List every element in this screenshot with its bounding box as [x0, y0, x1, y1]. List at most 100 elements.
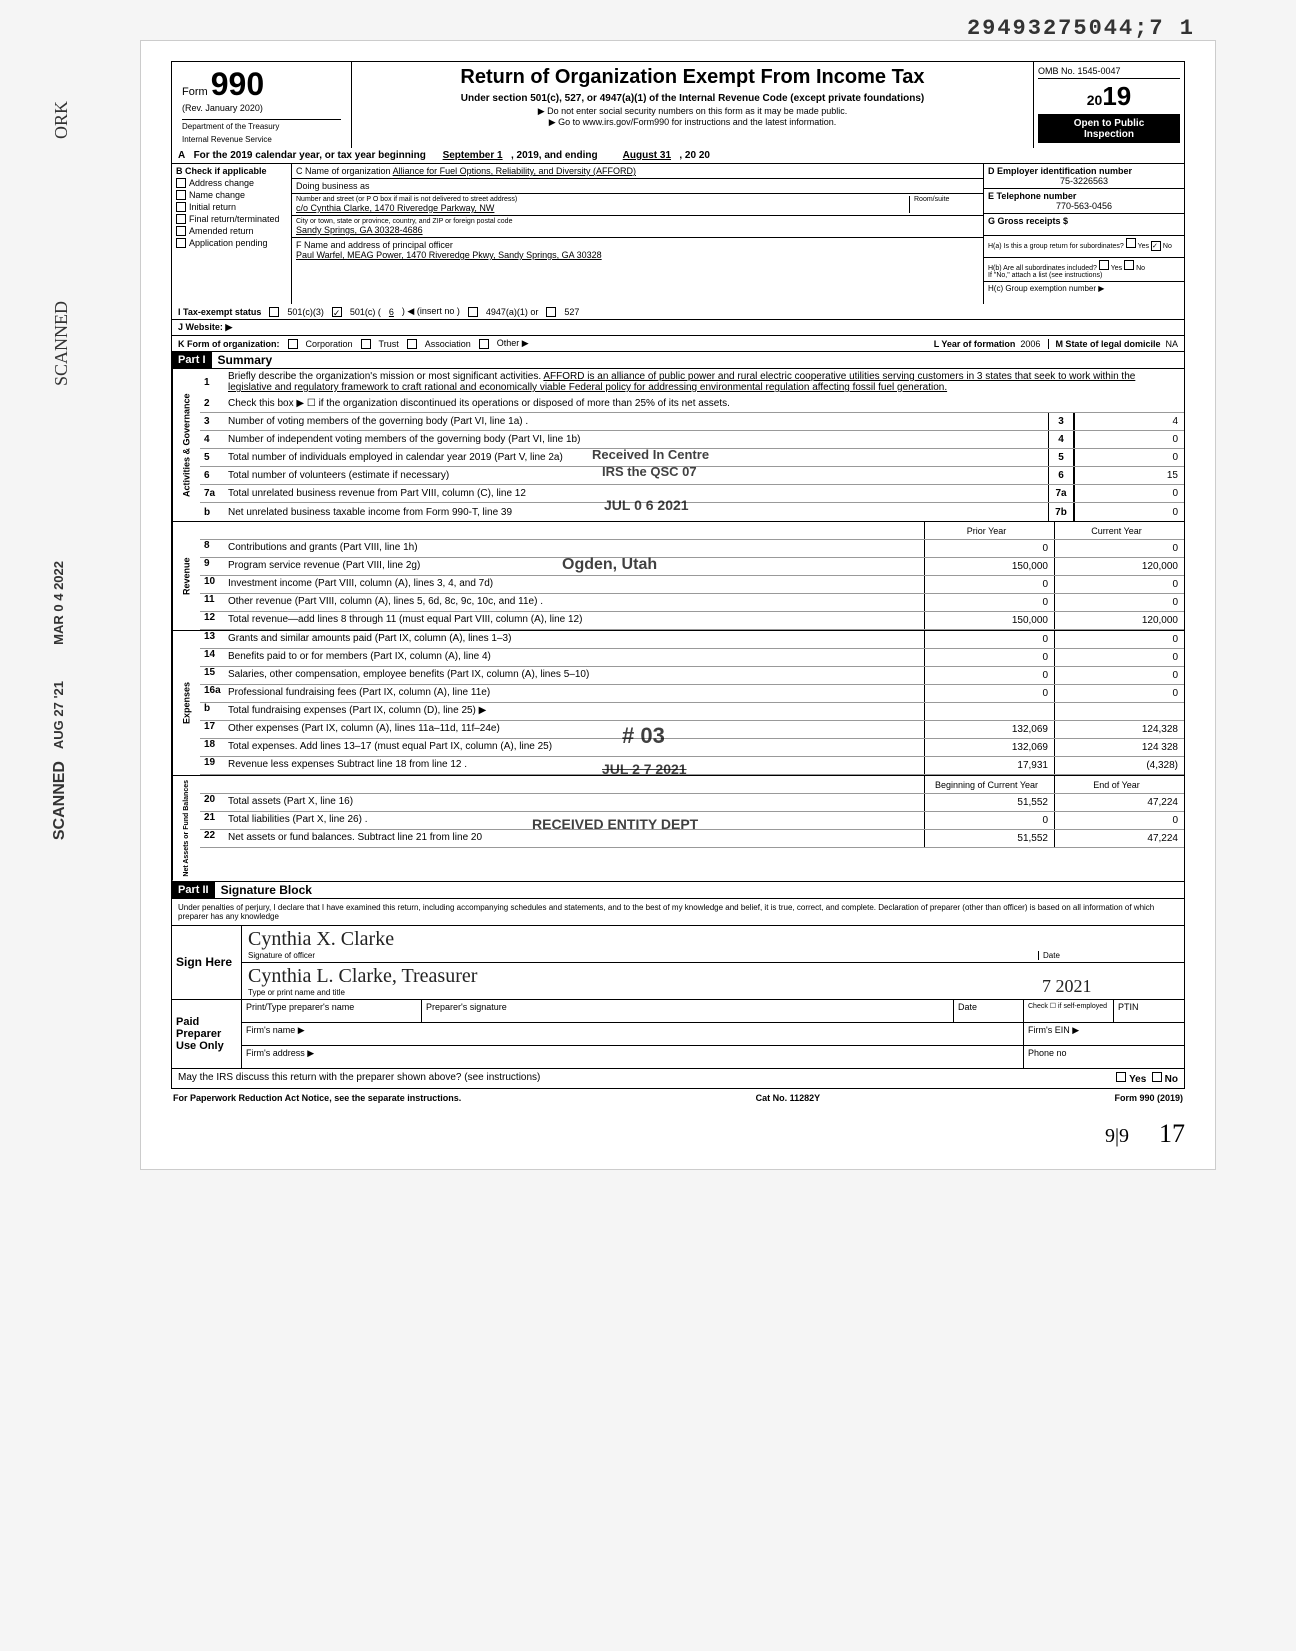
summary-line: 18Total expenses. Add lines 13–17 (must … — [200, 739, 1184, 757]
line-box: 7a — [1048, 485, 1074, 502]
dept-line: Department of the Treasury — [182, 119, 341, 131]
part2-tag: Part II — [172, 882, 215, 898]
line-num: 3 — [200, 416, 224, 427]
form-prefix: Form — [182, 86, 208, 98]
row-J-label: J Website: ▶ — [178, 322, 232, 333]
firm-ein-label: Firm's EIN ▶ — [1024, 1023, 1184, 1045]
chk-assoc[interactable] — [407, 339, 417, 349]
chk-501c[interactable]: ✓ — [332, 307, 342, 317]
discuss-no: No — [1165, 1074, 1178, 1085]
summary-line: 10Investment income (Part VIII, column (… — [200, 576, 1184, 594]
footer-right: Form 990 (2019) — [1114, 1093, 1183, 1103]
signature-block: Under penalties of perjury, I declare th… — [171, 899, 1185, 1089]
line-desc: Total assets (Part X, line 16) — [224, 794, 924, 811]
org-name: Alliance for Fuel Options, Reliability, … — [393, 166, 636, 176]
summary-line: 15Salaries, other compensation, employee… — [200, 667, 1184, 685]
hb-yes-chk[interactable] — [1099, 260, 1109, 270]
line-num: 21 — [200, 812, 224, 829]
line-num: 8 — [200, 540, 224, 557]
line-num: b — [200, 703, 224, 720]
prior-value: 0 — [924, 540, 1054, 557]
ha-no-chk[interactable]: ✓ — [1151, 241, 1161, 251]
chk-name-change[interactable]: Name change — [176, 190, 287, 200]
line-num: b — [200, 507, 224, 518]
summary-line: 22Net assets or fund balances. Subtract … — [200, 830, 1184, 848]
prior-value — [924, 703, 1054, 720]
d-label: D Employer identification number — [988, 166, 1132, 176]
line-desc: Number of independent voting members of … — [224, 432, 1048, 447]
chk-527[interactable] — [546, 307, 556, 317]
chk-501c3[interactable] — [269, 307, 279, 317]
prep-name-label: Print/Type preparer's name — [242, 1000, 422, 1022]
instr-1: ▶ Do not enter social security numbers o… — [358, 106, 1027, 117]
line-num: 14 — [200, 649, 224, 666]
501c-suffix: ) ◀ (insert no ) — [402, 306, 460, 317]
hb-no: No — [1136, 265, 1145, 272]
prior-value: 150,000 — [924, 612, 1054, 629]
current-value: (4,328) — [1054, 757, 1184, 774]
prior-value: 0 — [924, 685, 1054, 702]
hc-label: H(c) Group exemption number ▶ — [984, 282, 1184, 304]
line-desc: Net unrelated business taxable income fr… — [224, 505, 1048, 520]
chk-application-pending[interactable]: Application pending — [176, 238, 287, 248]
sig-label: Signature of officer — [248, 951, 315, 960]
current-value: 0 — [1054, 649, 1184, 666]
col-C: C Name of organization Alliance for Fuel… — [292, 164, 984, 304]
doc-stamp-number: 29493275044;7 1 — [967, 16, 1195, 41]
chk-other[interactable] — [479, 339, 489, 349]
margin-note: ORK — [51, 101, 72, 139]
ha-no: No — [1163, 243, 1172, 250]
chk-trust[interactable] — [361, 339, 371, 349]
part1-header-row: Part I Summary — [171, 352, 1185, 369]
chk-final-return[interactable]: Final return/terminated — [176, 214, 287, 224]
form-title: Return of Organization Exempt From Incom… — [358, 66, 1027, 89]
line-num: 16a — [200, 685, 224, 702]
summary-line: 3Number of voting members of the governi… — [200, 413, 1184, 431]
hb-no-chk[interactable] — [1124, 260, 1134, 270]
chk-label: Application pending — [189, 238, 268, 248]
summary-line: 8Contributions and grants (Part VIII, li… — [200, 540, 1184, 558]
chk-4947[interactable] — [468, 307, 478, 317]
summary-line: 19Revenue less expenses Subtract line 18… — [200, 757, 1184, 775]
summary-line: 17Other expenses (Part IX, column (A), l… — [200, 721, 1184, 739]
summary-line: 20Total assets (Part X, line 16)51,55247… — [200, 794, 1184, 812]
summary-line: 16aProfessional fundraising fees (Part I… — [200, 685, 1184, 703]
current-value: 0 — [1054, 540, 1184, 557]
c-label: C Name of organization — [296, 166, 391, 176]
omb-number: OMB No. 1545-0047 — [1038, 66, 1180, 79]
row-K: K Form of organization: Corporation Trus… — [171, 336, 1185, 352]
chk-address-change[interactable]: Address change — [176, 178, 287, 188]
opt-501c3: 501(c)(3) — [287, 307, 324, 317]
sidebar-governance: Activities & Governance — [172, 369, 200, 521]
prior-value: 0 — [924, 649, 1054, 666]
ha-yes-chk[interactable] — [1126, 238, 1136, 248]
chk-initial-return[interactable]: Initial return — [176, 202, 287, 212]
line-desc: Total fundraising expenses (Part IX, col… — [224, 703, 924, 720]
opt-4947: 4947(a)(1) or — [486, 307, 539, 317]
chk-corp[interactable] — [288, 339, 298, 349]
summary-line: 14Benefits paid to or for members (Part … — [200, 649, 1184, 667]
firm-name-label: Firm's name ▶ — [242, 1023, 1024, 1045]
bcd-grid: B Check if applicable Address change Nam… — [171, 164, 1185, 304]
date-label: Date — [1043, 951, 1060, 960]
discuss-yes-chk[interactable] — [1116, 1072, 1126, 1082]
line-box: 3 — [1048, 413, 1074, 430]
summary-line: 11Other revenue (Part VIII, column (A), … — [200, 594, 1184, 612]
line-desc: Total expenses. Add lines 13–17 (must eq… — [224, 739, 924, 756]
prior-value: 0 — [924, 667, 1054, 684]
chk-amended-return[interactable]: Amended return — [176, 226, 287, 236]
footer-left: For Paperwork Reduction Act Notice, see … — [173, 1093, 461, 1103]
hb-label: H(b) Are all subordinates included? — [988, 265, 1097, 272]
paid-preparer-label: Paid Preparer Use Only — [172, 1000, 242, 1068]
line-desc: Total liabilities (Part X, line 26) . — [224, 812, 924, 829]
row-A-end: August 31 — [623, 150, 671, 161]
current-value: 124 328 — [1054, 739, 1184, 756]
line-desc: Other expenses (Part IX, column (A), lin… — [224, 721, 924, 738]
discuss-no-chk[interactable] — [1152, 1072, 1162, 1082]
current-value: 47,224 — [1054, 830, 1184, 847]
part1-title: Summary — [212, 353, 273, 367]
chk-label: Address change — [189, 178, 254, 188]
chk-label: Amended return — [189, 226, 254, 236]
line-desc: Total number of individuals employed in … — [224, 450, 1048, 465]
summary-line: 13Grants and similar amounts paid (Part … — [200, 631, 1184, 649]
